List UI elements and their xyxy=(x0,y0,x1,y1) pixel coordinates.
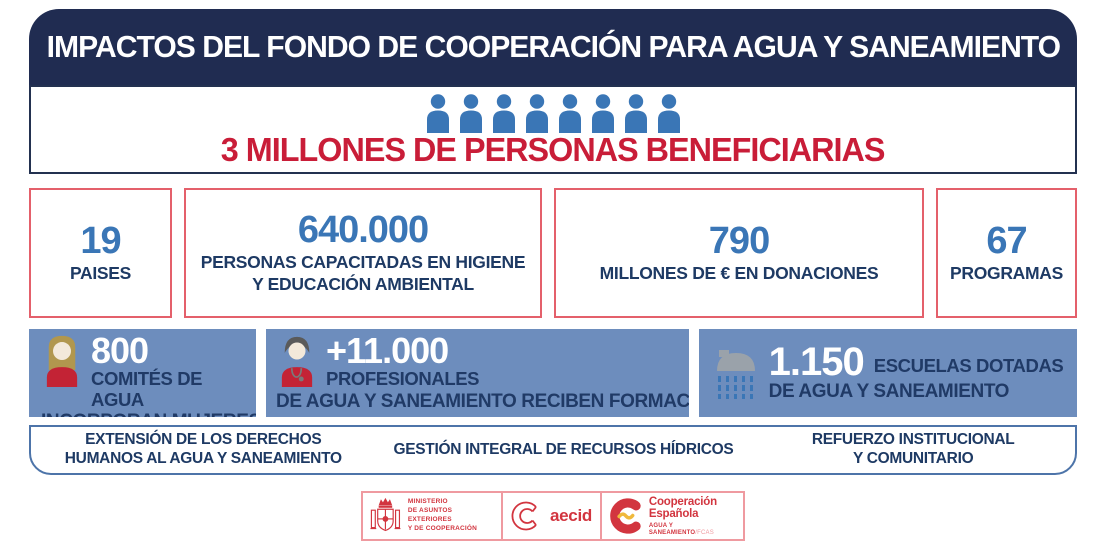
principle-derechos: EXTENSIÓN DE LOS DERECHOS HUMANOS AL AGU… xyxy=(31,431,376,468)
page-title: IMPACTOS DEL FONDO DE COOPERACIÓN PARA A… xyxy=(46,29,1060,64)
ministry-line3: Y DE COOPERACIÓN xyxy=(407,524,478,532)
principle-line2: Y COMUNITARIO xyxy=(852,450,974,467)
achievements-band: 800 COMITÉS DE AGUA INCORPORAN MUJERES xyxy=(29,329,1077,417)
stat-box-capacitadas: 640.000 PERSONAS CAPACITADAS EN HIGIENE … xyxy=(184,188,542,318)
principle-gestion: GESTIÓN INTEGRAL DE RECURSOS HÍDRICOS xyxy=(376,441,752,460)
stat-value: 19 xyxy=(80,220,121,263)
cooperacion-c-icon xyxy=(610,498,641,534)
aecid-logo: aecid xyxy=(501,493,600,539)
principle-line2: HUMANOS AL AGUA Y SANEAMIENTO xyxy=(64,450,342,467)
stat-box-paises: 19 PAISES xyxy=(29,188,172,318)
ministry-line2: DE ASUNTOS EXTERIORES xyxy=(407,507,453,523)
achievement-profesionales: +11.000 PROFESIONALES DE AGUA Y SANEAMIE… xyxy=(266,329,689,417)
achievement-comites: 800 COMITÉS DE AGUA INCORPORAN MUJERES xyxy=(29,329,256,417)
ministry-logo: MINISTERIO DE ASUNTOS EXTERIORES Y DE CO… xyxy=(363,493,501,539)
cooperacion-logo: Cooperación Española AGUA Y SANEAMIENTO/… xyxy=(600,493,743,539)
person-icon xyxy=(657,93,680,133)
stats-row: 19 PAISES 640.000 PERSONAS CAPACITADAS E… xyxy=(29,188,1077,318)
beneficiaries-section: 3 MILLONES DE PERSONAS BENEFICIARIAS xyxy=(29,85,1077,174)
person-icon xyxy=(459,93,482,133)
achievement-escuelas: 1.150 ESCUELAS DOTADAS DE AGUA Y SANEAMI… xyxy=(699,329,1077,417)
footer: MINISTERIO DE ASUNTOS EXTERIORES Y DE CO… xyxy=(29,491,1077,541)
cooperacion-line2: Española xyxy=(648,508,699,521)
stat-value: 790 xyxy=(708,220,770,263)
stat-label: PAISES xyxy=(69,262,132,283)
stat-label: MILLONES DE € EN DONACIONES xyxy=(599,262,879,283)
aecid-ring-icon xyxy=(511,501,537,531)
cooperacion-line1: Cooperación xyxy=(648,495,717,508)
title-banner: IMPACTOS DEL FONDO DE COOPERACIÓN PARA A… xyxy=(29,9,1077,85)
woman-icon xyxy=(46,335,78,387)
achievement-line1: COMITÉS DE AGUA xyxy=(91,368,203,410)
professional-icon xyxy=(281,336,313,387)
shower-icon xyxy=(716,350,755,399)
principle-line1: GESTIÓN INTEGRAL DE RECURSOS HÍDRICOS xyxy=(393,440,734,458)
beneficiaries-headline: 3 MILLONES DE PERSONAS BENEFICIARIAS xyxy=(221,130,886,168)
achievement-line2: INCORPORAN MUJERES xyxy=(41,411,256,417)
stat-box-donaciones: 790 MILLONES DE € EN DONACIONES xyxy=(554,188,924,318)
achievement-value: +11.000 xyxy=(326,330,449,371)
beneficiary-icons xyxy=(425,93,682,133)
stat-label: Y EDUCACIÓN AMBIENTAL xyxy=(252,273,474,294)
stat-value: 640.000 xyxy=(297,209,429,252)
stat-value: 67 xyxy=(986,220,1027,263)
cooperacion-line3: AGUA Y SANEAMIENTO/FCAS xyxy=(649,523,737,536)
achievement-line2: DE AGUA Y SANEAMIENTO RECIBEN FORMACIÓN xyxy=(276,390,689,412)
achievement-value: 800 xyxy=(91,330,149,371)
achievement-line1: ESCUELAS DOTADAS xyxy=(873,354,1064,376)
person-icon xyxy=(492,93,515,133)
cooperacion-line3-suffix: /FCAS xyxy=(695,529,714,536)
person-icon xyxy=(525,93,548,133)
person-icon xyxy=(591,93,614,133)
principle-refuerzo: REFUERZO INSTITUCIONAL Y COMUNITARIO xyxy=(751,431,1075,468)
achievement-line2: DE AGUA Y SANEAMIENTO xyxy=(768,381,1010,402)
spain-coat-of-arms-icon xyxy=(370,497,401,532)
achievement-line1: PROFESIONALES xyxy=(326,368,480,390)
principles-band: EXTENSIÓN DE LOS DERECHOS HUMANOS AL AGU… xyxy=(29,425,1077,475)
cooperacion-line3-main: AGUA Y SANEAMIENTO xyxy=(648,523,696,536)
principle-line1: REFUERZO INSTITUCIONAL xyxy=(811,431,1015,449)
stat-label: PROGRAMAS xyxy=(950,262,1063,283)
achievement-value: 1.150 xyxy=(768,340,865,384)
aecid-label: aecid xyxy=(550,506,592,525)
principle-line1: EXTENSIÓN DE LOS DERECHOS xyxy=(85,431,322,449)
person-icon xyxy=(624,93,647,133)
stat-label: PERSONAS CAPACITADAS EN HIGIENE xyxy=(200,252,526,273)
person-icon xyxy=(426,93,449,133)
logo-strip: MINISTERIO DE ASUNTOS EXTERIORES Y DE CO… xyxy=(361,491,745,541)
infographic-content: IMPACTOS DEL FONDO DE COOPERACIÓN PARA A… xyxy=(29,9,1077,541)
ministry-line1: MINISTERIO xyxy=(407,498,448,506)
stat-box-programas: 67 PROGRAMAS xyxy=(936,188,1077,318)
person-icon xyxy=(558,93,581,133)
